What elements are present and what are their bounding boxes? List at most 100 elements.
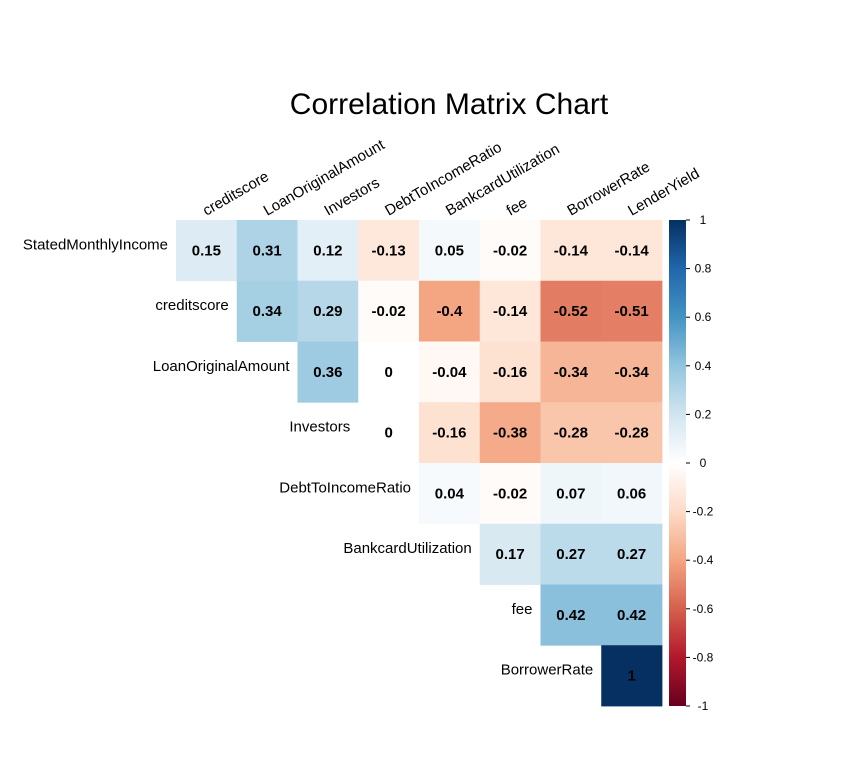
cell-creditscore-BankcardUtilization — [419, 280, 481, 342]
cell-LoanOriginalAmount-BorrowerRate — [540, 341, 602, 403]
cell-DebtToIncomeRatio-LenderYield — [601, 463, 663, 525]
cell-label: -0.16 — [493, 364, 527, 381]
cell-LoanOriginalAmount-DebtToIncomeRatio — [358, 341, 420, 403]
cell-label: -0.04 — [432, 364, 467, 381]
row-labels: StatedMonthlyIncome creditscore LoanOrigin… — [23, 236, 593, 678]
cell-StatedMonthlyIncome-LenderYield — [601, 220, 663, 282]
cell-label: 0.17 — [496, 546, 525, 563]
cell-label: -0.02 — [372, 303, 406, 320]
color-legend-tick-label: -1 — [698, 699, 709, 713]
color-legend-tick-label: -0.2 — [693, 505, 714, 519]
cell-Investors-fee — [479, 402, 541, 464]
cell-LoanOriginalAmount-BankcardUtilization — [419, 341, 481, 403]
row-label-creditscore: creditscore — [155, 297, 228, 314]
color-legend-tick-label: 0 — [700, 456, 707, 470]
cell-BankcardUtilization-BorrowerRate — [540, 523, 602, 585]
cell-fee-BorrowerRate — [540, 584, 602, 646]
cell-label: -0.4 — [436, 303, 463, 320]
cell-label: 0.04 — [435, 485, 465, 502]
cell-label: -0.02 — [493, 485, 527, 502]
cell-label: 0.27 — [617, 546, 646, 563]
cell-creditscore-LenderYield — [601, 280, 663, 342]
cell-label: 0.27 — [556, 546, 585, 563]
cell-StatedMonthlyIncome-fee — [479, 220, 541, 282]
color-legend-tick-label: 0.8 — [695, 262, 712, 276]
cell-label: -0.34 — [615, 364, 650, 381]
cell-DebtToIncomeRatio-fee — [479, 463, 541, 525]
cell-LoanOriginalAmount-LenderYield — [601, 341, 663, 403]
cell-Investors-BorrowerRate — [540, 402, 602, 464]
cell-label: -0.13 — [372, 242, 406, 259]
cell-StatedMonthlyIncome-Investors — [297, 220, 359, 282]
cell-label: 0.36 — [313, 364, 342, 381]
color-legend-bar — [669, 220, 686, 706]
cell-StatedMonthlyIncome-LoanOriginalAmount — [236, 220, 298, 282]
cell-Investors-LenderYield — [601, 402, 663, 464]
cell-creditscore-LoanOriginalAmount — [236, 280, 298, 342]
cell-BankcardUtilization-fee — [479, 523, 541, 585]
cell-StatedMonthlyIncome-creditscore — [176, 220, 238, 282]
cell-fee-LenderYield — [601, 584, 663, 646]
color-legend-tick-label: -0.8 — [693, 650, 714, 664]
cell-Investors-DebtToIncomeRatio — [358, 402, 420, 464]
cell-Investors-BankcardUtilization — [419, 402, 481, 464]
column-label-fee: fee — [504, 194, 531, 219]
cell-label: 0.12 — [313, 242, 342, 259]
row-label-BankcardUtilization: BankcardUtilization — [343, 540, 471, 557]
cell-label: -0.52 — [554, 303, 588, 320]
column-label-creditscore: creditscore — [200, 168, 272, 219]
cell-label: -0.51 — [615, 303, 649, 320]
cell-creditscore-Investors — [297, 280, 359, 342]
cell-label: -0.14 — [493, 303, 528, 320]
cell-label: -0.14 — [554, 242, 589, 259]
cell-label: 0.31 — [253, 242, 282, 259]
color-legend-tick-label: -0.4 — [693, 553, 714, 567]
cell-StatedMonthlyIncome-BankcardUtilization — [419, 220, 481, 282]
row-label-Investors: Investors — [289, 419, 350, 436]
row-label-fee: fee — [512, 601, 533, 618]
cell-creditscore-BorrowerRate — [540, 280, 602, 342]
cell-label: -0.28 — [554, 425, 588, 442]
cell-label: 0.42 — [617, 607, 646, 624]
color-legend-tick-label: 0.2 — [695, 407, 712, 421]
cell-label: 0 — [384, 425, 392, 442]
cell-label: 0.06 — [617, 485, 646, 502]
color-legend-tick-label: 1 — [700, 213, 707, 227]
row-label-LoanOriginalAmount: LoanOriginalAmount — [153, 358, 291, 375]
row-label-BorrowerRate: BorrowerRate — [501, 662, 594, 679]
cell-label: 0.15 — [192, 242, 221, 259]
cell-label: 0.34 — [253, 303, 283, 320]
cell-label: 0.05 — [435, 242, 464, 259]
color-legend: 1 0.8 0.6 0.4 0.2 0 -0.2 -0.4 -0.6 -0.8 -1 — [669, 213, 714, 713]
cell-label: 0 — [384, 364, 392, 381]
cell-label: -0.28 — [615, 425, 649, 442]
color-legend-tick-label: -0.6 — [693, 602, 714, 616]
cell-BankcardUtilization-LenderYield — [601, 523, 663, 585]
cell-creditscore-fee — [479, 280, 541, 342]
cell-DebtToIncomeRatio-BorrowerRate — [540, 463, 602, 525]
cell-StatedMonthlyIncome-DebtToIncomeRatio — [358, 220, 420, 282]
cell-LoanOriginalAmount-fee — [479, 341, 541, 403]
cell-creditscore-DebtToIncomeRatio — [358, 280, 420, 342]
cell-label: 1 — [627, 668, 635, 685]
cell-label: -0.38 — [493, 425, 527, 442]
cell-label: 0.42 — [556, 607, 585, 624]
cell-LoanOriginalAmount-Investors — [297, 341, 359, 403]
cell-label: -0.14 — [615, 242, 650, 259]
color-legend-tick-label: 0.6 — [695, 310, 712, 324]
cell-label: -0.16 — [432, 425, 466, 442]
cell-DebtToIncomeRatio-BankcardUtilization — [419, 463, 481, 525]
cell-label: -0.02 — [493, 242, 527, 259]
chart-title: Correlation Matrix Chart — [290, 88, 609, 121]
cell-label: 0.07 — [556, 485, 585, 502]
cell-StatedMonthlyIncome-BorrowerRate — [540, 220, 602, 282]
row-label-StatedMonthlyIncome: StatedMonthlyIncome — [23, 236, 168, 253]
cell-BorrowerRate-LenderYield — [601, 645, 663, 707]
cell-label: -0.34 — [554, 364, 589, 381]
cell-label: 0.29 — [313, 303, 342, 320]
cells: 0.15 0.31 0.12 -0.13 0.05 -0.02 -0.14 -0.14 0.34… — [176, 220, 663, 707]
row-label-DebtToIncomeRatio: DebtToIncomeRatio — [279, 479, 411, 496]
color-legend-tick-label: 0.4 — [695, 359, 712, 373]
